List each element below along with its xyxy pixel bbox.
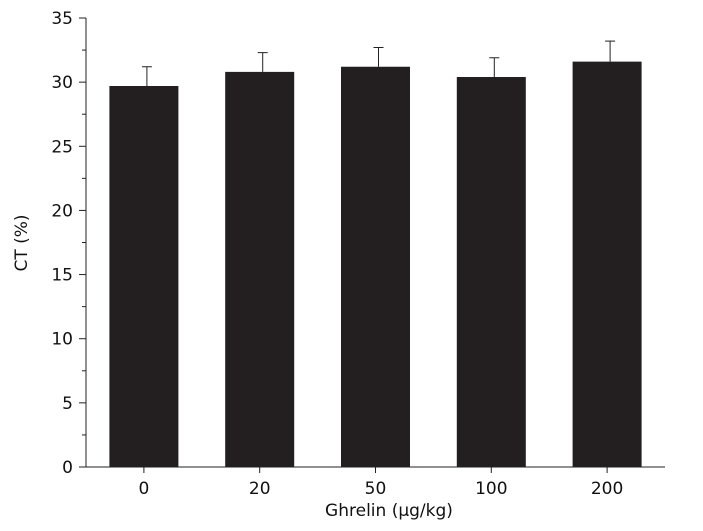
y-tick-label: 5 bbox=[62, 394, 73, 414]
bar bbox=[109, 85, 179, 468]
y-tick-label: 0 bbox=[62, 458, 73, 478]
y-tick-label: 10 bbox=[51, 330, 73, 350]
error-bars-group bbox=[141, 40, 616, 86]
x-tick-label: 100 bbox=[475, 479, 507, 499]
bar bbox=[225, 71, 295, 467]
y-tick-label: 30 bbox=[51, 73, 73, 93]
x-tick-label: 0 bbox=[138, 479, 149, 499]
x-axis-ticks: 0 20 50 100 200 bbox=[138, 467, 623, 499]
y-tick-label: 15 bbox=[51, 266, 73, 286]
x-tick-label: 50 bbox=[365, 479, 387, 499]
x-tick-label: 20 bbox=[249, 479, 271, 499]
y-tick-label: 25 bbox=[51, 137, 73, 157]
y-tick-label: 20 bbox=[51, 201, 73, 221]
bar bbox=[456, 77, 526, 468]
bar bbox=[572, 61, 642, 468]
y-tick-label: 35 bbox=[51, 9, 73, 29]
y-axis-ticks: 0 5 10 15 20 25 30 35 bbox=[51, 9, 86, 478]
y-axis-label: CT (%) bbox=[12, 214, 32, 271]
x-tick-label: 200 bbox=[591, 479, 623, 499]
bars-group bbox=[109, 61, 642, 468]
bar bbox=[341, 66, 410, 468]
x-axis-label: Ghrelin (μg/kg) bbox=[325, 501, 453, 521]
